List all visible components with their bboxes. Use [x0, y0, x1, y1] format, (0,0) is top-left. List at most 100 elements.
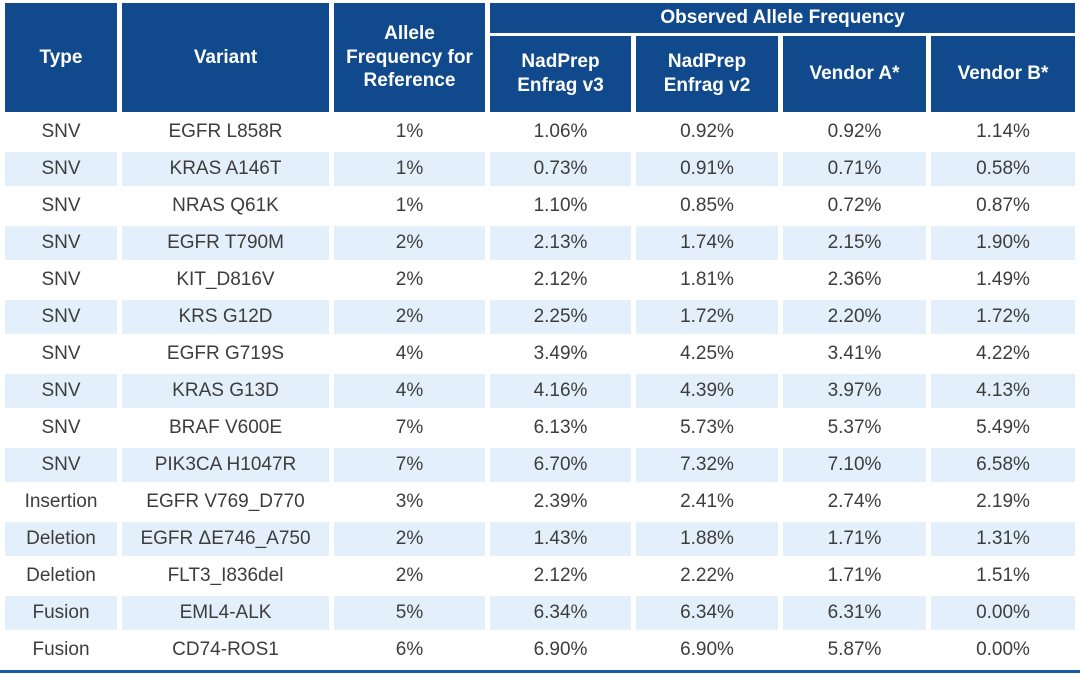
cell-observed-nadprep-enfrag-v2: 4.39%	[636, 374, 778, 408]
column-header-allele-frequency-reference: Allele Frequency for Reference	[334, 3, 485, 112]
cell-variant: FLT3_I836del	[122, 559, 329, 593]
cell-observed-nadprep-enfrag-v2: 1.88%	[636, 522, 778, 556]
cell-type: Insertion	[5, 485, 117, 519]
cell-observed-nadprep-enfrag-v2: 1.74%	[636, 226, 778, 260]
cell-type: SNV	[5, 115, 117, 149]
cell-observed-nadprep-enfrag-v2: 4.25%	[636, 337, 778, 371]
cell-observed-vendor-b: 1.49%	[931, 263, 1076, 297]
cell-observed-vendor-b: 6.58%	[931, 448, 1076, 482]
cell-observed-nadprep-enfrag-v3: 1.10%	[490, 189, 631, 223]
cell-variant: EGFR G719S	[122, 337, 329, 371]
table-row: SNV KRAS A146T 1% 0.73% 0.91% 0.71% 0.58…	[5, 152, 1076, 186]
cell-observed-vendor-a: 2.74%	[783, 485, 926, 519]
cell-observed-nadprep-enfrag-v3: 2.12%	[490, 559, 631, 593]
cell-observed-vendor-b: 1.90%	[931, 226, 1076, 260]
cell-reference-allele-frequency: 1%	[334, 189, 485, 223]
table-row: SNV EGFR L858R 1% 1.06% 0.92% 0.92% 1.14…	[5, 115, 1076, 149]
table-body: SNV EGFR L858R 1% 1.06% 0.92% 0.92% 1.14…	[5, 115, 1076, 667]
cell-observed-nadprep-enfrag-v2: 5.73%	[636, 411, 778, 445]
cell-reference-allele-frequency: 6%	[334, 633, 485, 667]
cell-observed-vendor-b: 0.00%	[931, 633, 1076, 667]
cell-observed-nadprep-enfrag-v3: 0.73%	[490, 152, 631, 186]
cell-variant: NRAS Q61K	[122, 189, 329, 223]
cell-observed-nadprep-enfrag-v3: 2.13%	[490, 226, 631, 260]
cell-reference-allele-frequency: 7%	[334, 448, 485, 482]
cell-reference-allele-frequency: 2%	[334, 300, 485, 334]
cell-observed-nadprep-enfrag-v3: 6.13%	[490, 411, 631, 445]
cell-observed-vendor-a: 1.71%	[783, 522, 926, 556]
column-header-vendor-b: Vendor B*	[931, 36, 1076, 112]
cell-type: Deletion	[5, 522, 117, 556]
table-row: Fusion CD74-ROS1 6% 6.90% 6.90% 5.87% 0.…	[5, 633, 1076, 667]
table-row: SNV KRS G12D 2% 2.25% 1.72% 2.20% 1.72%	[5, 300, 1076, 334]
cell-observed-vendor-b: 0.58%	[931, 152, 1076, 186]
table-row: SNV KIT_D816V 2% 2.12% 1.81% 2.36% 1.49%	[5, 263, 1076, 297]
cell-type: SNV	[5, 152, 117, 186]
table-row: Fusion EML4-ALK 5% 6.34% 6.34% 6.31% 0.0…	[5, 596, 1076, 630]
cell-observed-vendor-b: 1.14%	[931, 115, 1076, 149]
cell-variant: EGFR T790M	[122, 226, 329, 260]
cell-observed-vendor-b: 0.00%	[931, 596, 1076, 630]
column-header-vendor-a: Vendor A*	[783, 36, 926, 112]
cell-type: Deletion	[5, 559, 117, 593]
table-row: Insertion EGFR V769_D770 3% 2.39% 2.41% …	[5, 485, 1076, 519]
table-header: Type Variant Allele Frequency for Refere…	[5, 3, 1076, 112]
cell-observed-vendor-b: 1.51%	[931, 559, 1076, 593]
cell-type: Fusion	[5, 596, 117, 630]
cell-variant: BRAF V600E	[122, 411, 329, 445]
cell-observed-nadprep-enfrag-v2: 2.22%	[636, 559, 778, 593]
cell-observed-vendor-a: 3.41%	[783, 337, 926, 371]
cell-variant: PIK3CA H1047R	[122, 448, 329, 482]
cell-observed-vendor-a: 7.10%	[783, 448, 926, 482]
cell-variant: CD74-ROS1	[122, 633, 329, 667]
cell-reference-allele-frequency: 7%	[334, 411, 485, 445]
cell-observed-vendor-b: 1.31%	[931, 522, 1076, 556]
cell-observed-nadprep-enfrag-v3: 6.70%	[490, 448, 631, 482]
cell-type: SNV	[5, 448, 117, 482]
cell-variant: KRS G12D	[122, 300, 329, 334]
cell-type: SNV	[5, 411, 117, 445]
cell-observed-nadprep-enfrag-v2: 6.90%	[636, 633, 778, 667]
cell-observed-nadprep-enfrag-v2: 0.85%	[636, 189, 778, 223]
cell-type: SNV	[5, 226, 117, 260]
cell-type: SNV	[5, 337, 117, 371]
cell-type: Fusion	[5, 633, 117, 667]
cell-type: SNV	[5, 263, 117, 297]
cell-variant: KIT_D816V	[122, 263, 329, 297]
cell-type: SNV	[5, 300, 117, 334]
cell-reference-allele-frequency: 2%	[334, 263, 485, 297]
cell-reference-allele-frequency: 1%	[334, 152, 485, 186]
cell-variant: EGFR V769_D770	[122, 485, 329, 519]
cell-observed-vendor-b: 4.13%	[931, 374, 1076, 408]
cell-observed-nadprep-enfrag-v3: 1.43%	[490, 522, 631, 556]
column-header-type: Type	[5, 3, 117, 112]
column-header-nadprep-enfrag-v2: NadPrep Enfrag v2	[636, 36, 778, 112]
table-row: SNV PIK3CA H1047R 7% 6.70% 7.32% 7.10% 6…	[5, 448, 1076, 482]
table-row: SNV EGFR G719S 4% 3.49% 4.25% 3.41% 4.22…	[5, 337, 1076, 371]
cell-reference-allele-frequency: 5%	[334, 596, 485, 630]
cell-observed-nadprep-enfrag-v3: 2.12%	[490, 263, 631, 297]
cell-reference-allele-frequency: 2%	[334, 559, 485, 593]
cell-observed-vendor-a: 0.71%	[783, 152, 926, 186]
table-row: Deletion FLT3_I836del 2% 2.12% 2.22% 1.7…	[5, 559, 1076, 593]
cell-observed-vendor-a: 2.15%	[783, 226, 926, 260]
cell-variant: EML4-ALK	[122, 596, 329, 630]
cell-observed-nadprep-enfrag-v2: 7.32%	[636, 448, 778, 482]
cell-observed-vendor-a: 0.92%	[783, 115, 926, 149]
cell-reference-allele-frequency: 3%	[334, 485, 485, 519]
cell-observed-nadprep-enfrag-v3: 1.06%	[490, 115, 631, 149]
cell-observed-nadprep-enfrag-v2: 6.34%	[636, 596, 778, 630]
cell-observed-vendor-b: 5.49%	[931, 411, 1076, 445]
cell-observed-nadprep-enfrag-v2: 2.41%	[636, 485, 778, 519]
cell-observed-nadprep-enfrag-v2: 1.81%	[636, 263, 778, 297]
cell-observed-vendor-a: 1.71%	[783, 559, 926, 593]
header-sub-row: NadPrep Enfrag v3 NadPrep Enfrag v2 Vend…	[5, 36, 1076, 112]
cell-observed-vendor-b: 4.22%	[931, 337, 1076, 371]
cell-observed-nadprep-enfrag-v3: 6.90%	[490, 633, 631, 667]
cell-observed-vendor-a: 5.87%	[783, 633, 926, 667]
header-group-row: Type Variant Allele Frequency for Refere…	[5, 3, 1076, 112]
cell-observed-nadprep-enfrag-v3: 2.39%	[490, 485, 631, 519]
cell-observed-vendor-a: 0.72%	[783, 189, 926, 223]
